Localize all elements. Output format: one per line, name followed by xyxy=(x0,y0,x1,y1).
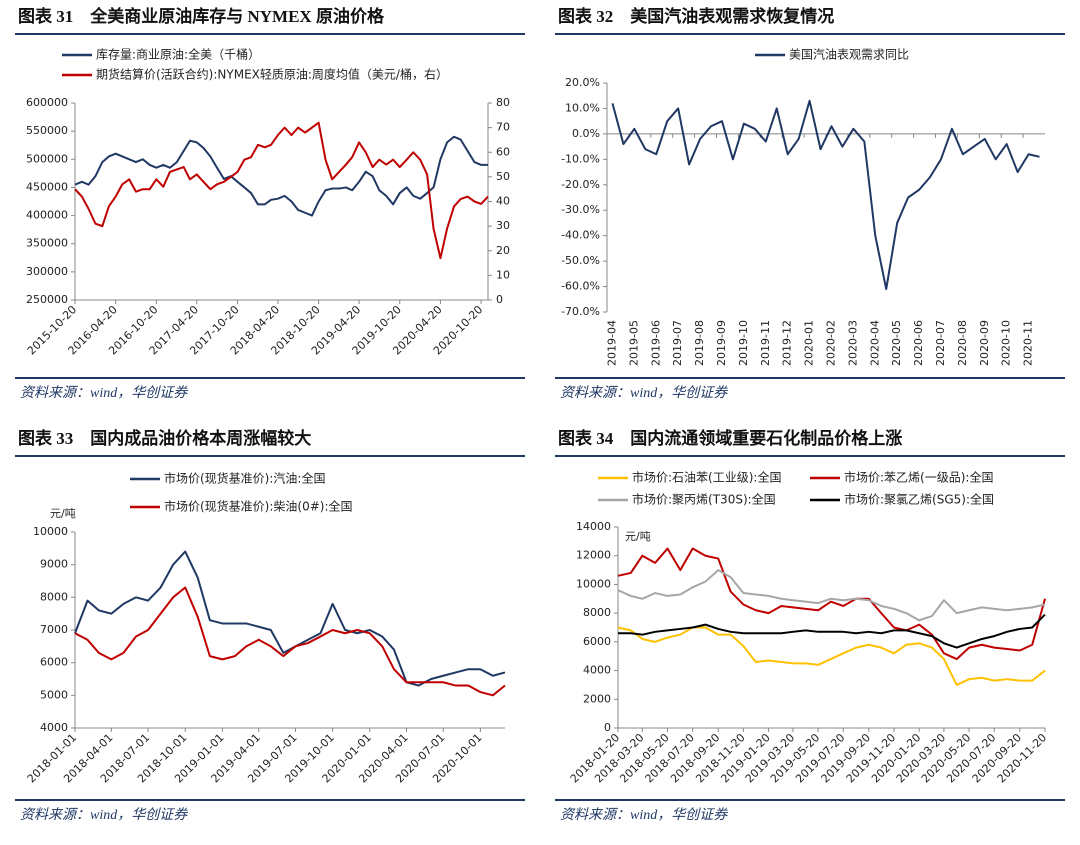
y-tick-label: -30.0% xyxy=(561,203,600,216)
y-tick-label: 5000 xyxy=(40,688,68,701)
series-line xyxy=(617,569,1046,622)
y-tick-label: 6000 xyxy=(40,656,68,669)
x-tick-label: 2019-06 xyxy=(649,320,662,366)
y-axis-label: 元/吨 xyxy=(50,507,76,520)
y-tick-label: 4000 xyxy=(583,664,611,677)
legend-label: 市场价:聚丙烯(T30S):全国 xyxy=(632,492,776,507)
y-tick-label: 10000 xyxy=(576,577,611,590)
x-tick-label: 2019-09 xyxy=(715,320,728,366)
y-tick-label: 9000 xyxy=(40,558,68,571)
y2-tick-label: 20 xyxy=(496,244,510,257)
y-tick-label: 450000 xyxy=(26,180,68,193)
series-line xyxy=(74,121,489,260)
x-tick-label: 2020-10 xyxy=(1000,320,1013,366)
y-tick-label: 550000 xyxy=(26,124,68,137)
x-tick-label: 2020-06 xyxy=(912,320,925,366)
x-tick-label: 2020-07 xyxy=(934,320,947,366)
legend-label: 市场价:苯乙烯(一级品):全国 xyxy=(844,470,993,485)
x-tick-label: 2020-08 xyxy=(956,320,969,366)
x-tick-label: 2019-04 xyxy=(605,320,618,366)
x-tick-label: 2019-12 xyxy=(781,320,794,366)
y-tick-label: -40.0% xyxy=(561,229,600,242)
series-line xyxy=(74,550,506,687)
chart-title: 图表 31 全美商业原油库存与 NYMEX 原油价格 xyxy=(18,6,385,26)
y-tick-label: 12000 xyxy=(576,549,611,562)
y-tick-label: 10.0% xyxy=(565,101,600,114)
y2-tick-label: 30 xyxy=(496,219,510,232)
y2-tick-label: 80 xyxy=(496,96,510,109)
y-tick-label: -60.0% xyxy=(561,280,600,293)
series-line xyxy=(74,135,488,217)
y-tick-label: 300000 xyxy=(26,265,68,278)
x-tick-label: 2020-01 xyxy=(803,320,816,366)
y-tick-label: 4000 xyxy=(40,721,68,734)
x-tick-label: 2019-05 xyxy=(627,320,640,366)
source: 资料来源：wind，华创证券 xyxy=(560,807,728,823)
y-tick-label: 0.0% xyxy=(572,127,600,140)
y-tick-label: 10000 xyxy=(33,525,68,538)
y-tick-label: 8000 xyxy=(40,590,68,603)
x-tick-label: 2020-02 xyxy=(824,320,837,366)
x-tick-label: 2020-04 xyxy=(868,320,881,366)
legend-label: 美国汽油表观需求同比 xyxy=(789,47,909,62)
legend-label: 期货结算价(活跃合约):NYMEX轻质原油:周度均值（美元/桶，右） xyxy=(96,67,448,82)
legend-label: 市场价:石油苯(工业级):全国 xyxy=(632,470,781,485)
source: 资料来源：wind，华创证券 xyxy=(20,807,188,823)
legend-label: 市场价(现货基准价):汽油:全国 xyxy=(164,471,325,486)
x-tick-label: 2020-03 xyxy=(846,320,859,366)
series-line xyxy=(618,613,1046,649)
y-tick-label: 2000 xyxy=(583,692,611,705)
y-tick-label: 0 xyxy=(604,721,611,734)
series-line xyxy=(617,547,1046,661)
y2-tick-label: 50 xyxy=(496,170,510,183)
source: 资料来源：wind，华创证券 xyxy=(560,385,728,401)
x-tick-label: 2020-11 xyxy=(1022,320,1035,366)
source: 资料来源：wind，华创证券 xyxy=(20,385,188,401)
series-line xyxy=(617,626,1046,686)
chart-title: 图表 32 美国汽油表观需求恢复情况 xyxy=(558,6,834,26)
y-tick-label: -10.0% xyxy=(561,152,600,165)
y-tick-label: 400000 xyxy=(26,209,68,222)
x-tick-label: 2020-05 xyxy=(890,320,903,366)
x-tick-label: 2020-09 xyxy=(978,320,991,366)
y-tick-label: 7000 xyxy=(40,623,68,636)
series-line xyxy=(611,99,1040,291)
y2-tick-label: 10 xyxy=(496,268,510,281)
y-tick-label: 250000 xyxy=(26,293,68,306)
legend-label: 市场价(现货基准价):柴油(0#):全国 xyxy=(164,499,353,514)
x-tick-label: 2019-11 xyxy=(759,320,772,366)
y2-tick-label: 70 xyxy=(496,121,510,134)
y-tick-label: 500000 xyxy=(26,152,68,165)
y-tick-label: -70.0% xyxy=(561,305,600,318)
chart-title: 图表 33 国内成品油价格本周涨幅较大 xyxy=(18,428,311,448)
x-tick-label: 2019-10 xyxy=(737,320,750,366)
y2-tick-label: 0 xyxy=(496,293,503,306)
y-tick-label: 14000 xyxy=(576,520,611,533)
x-tick-label: 2019-07 xyxy=(671,320,684,366)
legend-label: 库存量:商业原油:全美（千桶） xyxy=(96,47,260,62)
y2-tick-label: 60 xyxy=(496,145,510,158)
y-axis-label: 元/吨 xyxy=(625,530,651,543)
series-line xyxy=(74,586,506,697)
y-tick-label: 8000 xyxy=(583,606,611,619)
y-tick-label: 6000 xyxy=(583,635,611,648)
y2-tick-label: 40 xyxy=(496,195,510,208)
x-tick-label: 2019-08 xyxy=(693,320,706,366)
legend-label: 市场价:聚氯乙烯(SG5):全国 xyxy=(844,492,994,507)
y-tick-label: 20.0% xyxy=(565,76,600,89)
y-tick-label: 350000 xyxy=(26,237,68,250)
y-tick-label: -20.0% xyxy=(561,178,600,191)
chart-title: 图表 34 国内流通领域重要石化制品价格上涨 xyxy=(558,428,902,448)
y-tick-label: -50.0% xyxy=(561,254,600,267)
y-tick-label: 600000 xyxy=(26,96,68,109)
